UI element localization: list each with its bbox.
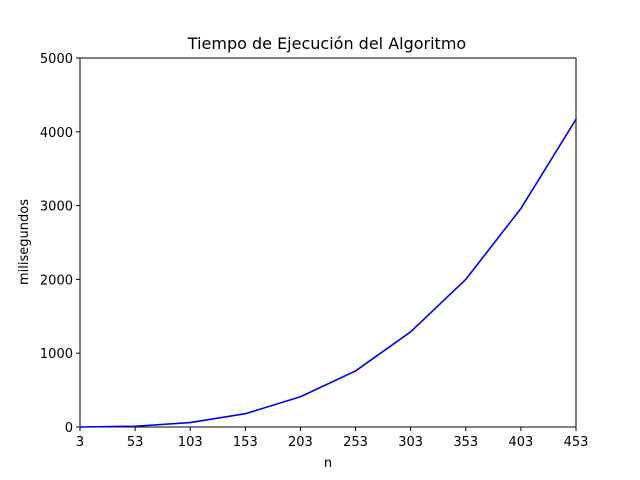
y-tick-label: 5000 [40, 52, 73, 67]
x-tick-label: 3 [76, 435, 84, 450]
x-tick-label: 303 [398, 435, 423, 450]
y-tick-label: 4000 [40, 126, 73, 141]
data-point [244, 412, 247, 415]
data-point [575, 118, 577, 121]
x-tick-label: 403 [508, 435, 533, 450]
x-axis: 3 53 103 153 203 253 303 353 403 453 [76, 427, 589, 450]
chart-title: Tiempo de Ejecución del Algoritmo [187, 34, 466, 53]
data-point [464, 278, 467, 281]
x-tick-label: 203 [288, 435, 313, 450]
y-axis: 0 1000 2000 3000 4000 5000 [40, 52, 80, 436]
x-axis-label: n [324, 456, 332, 471]
x-tick-label: 253 [343, 435, 368, 450]
series-layer [79, 118, 577, 428]
x-tick-label: 353 [453, 435, 478, 450]
y-tick-label: 3000 [40, 200, 73, 215]
x-tick-label: 53 [127, 435, 144, 450]
data-point [520, 207, 522, 210]
series-line [79, 118, 577, 428]
x-tick-label: 153 [233, 435, 258, 450]
data-point [134, 425, 136, 428]
data-point [79, 426, 81, 428]
plot-area [79, 57, 577, 428]
data-point [354, 370, 357, 372]
y-tick-label: 2000 [40, 273, 73, 288]
data-point [299, 395, 302, 398]
data-point [189, 421, 192, 424]
x-tick-label: 453 [564, 435, 589, 450]
x-tick-label: 103 [178, 435, 203, 450]
y-axis-label: milisegundos [17, 199, 32, 285]
y-tick-label: 0 [65, 421, 73, 436]
data-point [409, 330, 412, 333]
y-tick-label: 1000 [40, 347, 73, 362]
